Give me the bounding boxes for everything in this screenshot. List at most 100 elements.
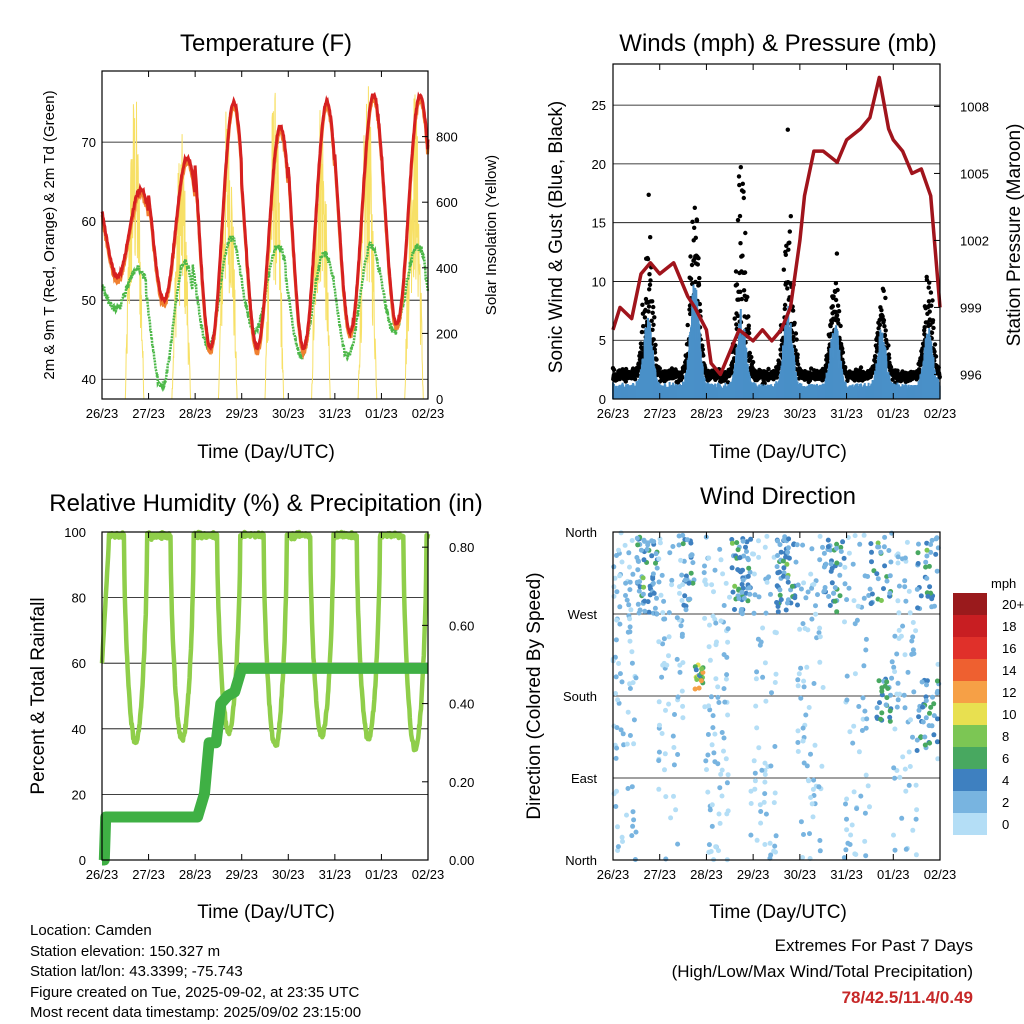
direction-point: [927, 584, 933, 590]
direction-point: [874, 571, 880, 577]
direction-point: [708, 694, 714, 700]
direction-point: [709, 802, 715, 808]
direction-point: [729, 537, 735, 542]
humidity-xlabel: Time (Day/UTC): [197, 902, 335, 923]
direction-point: [627, 629, 633, 635]
winds-xtick-label: 27/23: [643, 406, 676, 421]
temperature-xtick-label: 26/23: [86, 406, 119, 421]
direction-point: [680, 541, 686, 547]
direction-point: [716, 848, 721, 854]
direction-point: [715, 684, 721, 690]
direction-point: [679, 688, 685, 694]
pressure-series: [611, 75, 942, 377]
direction-point: [715, 761, 721, 767]
direction-point: [777, 587, 783, 593]
direction-point: [844, 697, 850, 703]
direction-point: [934, 568, 940, 574]
direction-point: [662, 751, 668, 757]
direction-point: [718, 618, 724, 624]
direction-point: [736, 586, 742, 592]
direction-ytick-label: West: [568, 607, 598, 622]
gust-point: [840, 346, 845, 351]
direction-point: [875, 544, 881, 550]
direction-point: [876, 678, 882, 684]
gust-point: [648, 235, 653, 240]
direction-point: [662, 616, 668, 622]
direction-point: [727, 594, 732, 600]
direction-point: [748, 832, 754, 838]
gust-point: [795, 362, 801, 367]
direction-point: [848, 832, 854, 838]
gust-point: [881, 318, 887, 323]
direction-point: [759, 767, 765, 773]
direction-point: [837, 572, 843, 578]
direction-point: [796, 671, 802, 677]
direction-point: [659, 731, 665, 736]
direction-point: [844, 827, 850, 833]
gust-point: [653, 342, 658, 348]
direction-point: [661, 636, 667, 642]
direction-point: [887, 718, 893, 724]
direction-point: [789, 583, 795, 589]
direction-point: [649, 553, 655, 559]
direction-point: [894, 704, 900, 710]
direction-point: [611, 593, 617, 599]
gust-point: [745, 294, 750, 300]
direction-point: [767, 840, 773, 846]
gust-point: [883, 328, 888, 333]
temperature-xtick-label: 30/23: [272, 406, 305, 421]
direction-point: [889, 659, 895, 665]
temperature-ytick-label: 60: [82, 214, 96, 229]
direction-point: [725, 808, 731, 814]
direction-point: [922, 734, 928, 740]
gust-point: [694, 218, 700, 223]
direction-point: [831, 590, 837, 596]
gust-point: [697, 275, 702, 281]
direction-point: [718, 771, 724, 777]
humidity-ticks: 0 20 40 60 80 100 0.00 0.20 0.40 0.60 0.80 26/23 27/…: [64, 525, 474, 882]
direction-point: [732, 583, 738, 589]
direction-point: [933, 551, 939, 557]
direction-xtick-label: 31/23: [830, 867, 863, 882]
legend-swatch: [953, 791, 987, 813]
direction-point: [707, 657, 713, 663]
direction-point: [729, 565, 735, 571]
gust-point: [835, 303, 841, 308]
gust-point: [782, 302, 788, 308]
direction-point: [707, 707, 713, 713]
direction-point: [899, 815, 905, 821]
direction-point: [798, 695, 804, 701]
direction-point: [721, 735, 727, 741]
humidity-frame: [101, 531, 429, 861]
direction-point: [760, 625, 766, 631]
direction-point: [666, 701, 672, 707]
direction-point: [754, 725, 760, 731]
solar-ylabel: Solar Insolation (Yellow): [483, 155, 500, 315]
direction-point: [868, 601, 874, 607]
direction-point: [734, 540, 740, 546]
gust-point: [737, 213, 743, 219]
temperature-gridlines: [102, 141, 428, 380]
direction-point: [630, 680, 636, 686]
gust-point: [738, 241, 743, 246]
direction-point: [895, 560, 901, 566]
direction-point: [834, 545, 839, 551]
gust-point: [740, 253, 745, 258]
direction-point: [706, 842, 712, 848]
winds-xtick-label: 29/23: [737, 406, 770, 421]
direction-point: [656, 699, 662, 705]
winds-ytick-label: 25: [592, 98, 606, 113]
direction-point: [629, 833, 635, 839]
direction-point: [910, 647, 916, 653]
gust-point: [835, 317, 841, 322]
direction-ytick-label: South: [563, 689, 597, 704]
direction-point: [843, 801, 848, 807]
direction-point: [740, 585, 746, 591]
direction-point: [897, 774, 903, 780]
direction-point: [834, 560, 840, 566]
speed-legend: mph 20+ 18 16 14 12 10 8 6 4 2 0: [953, 576, 1024, 835]
direction-point: [800, 738, 806, 744]
direction-point: [894, 651, 900, 657]
direction-point: [775, 538, 781, 544]
direction-point: [792, 595, 798, 601]
